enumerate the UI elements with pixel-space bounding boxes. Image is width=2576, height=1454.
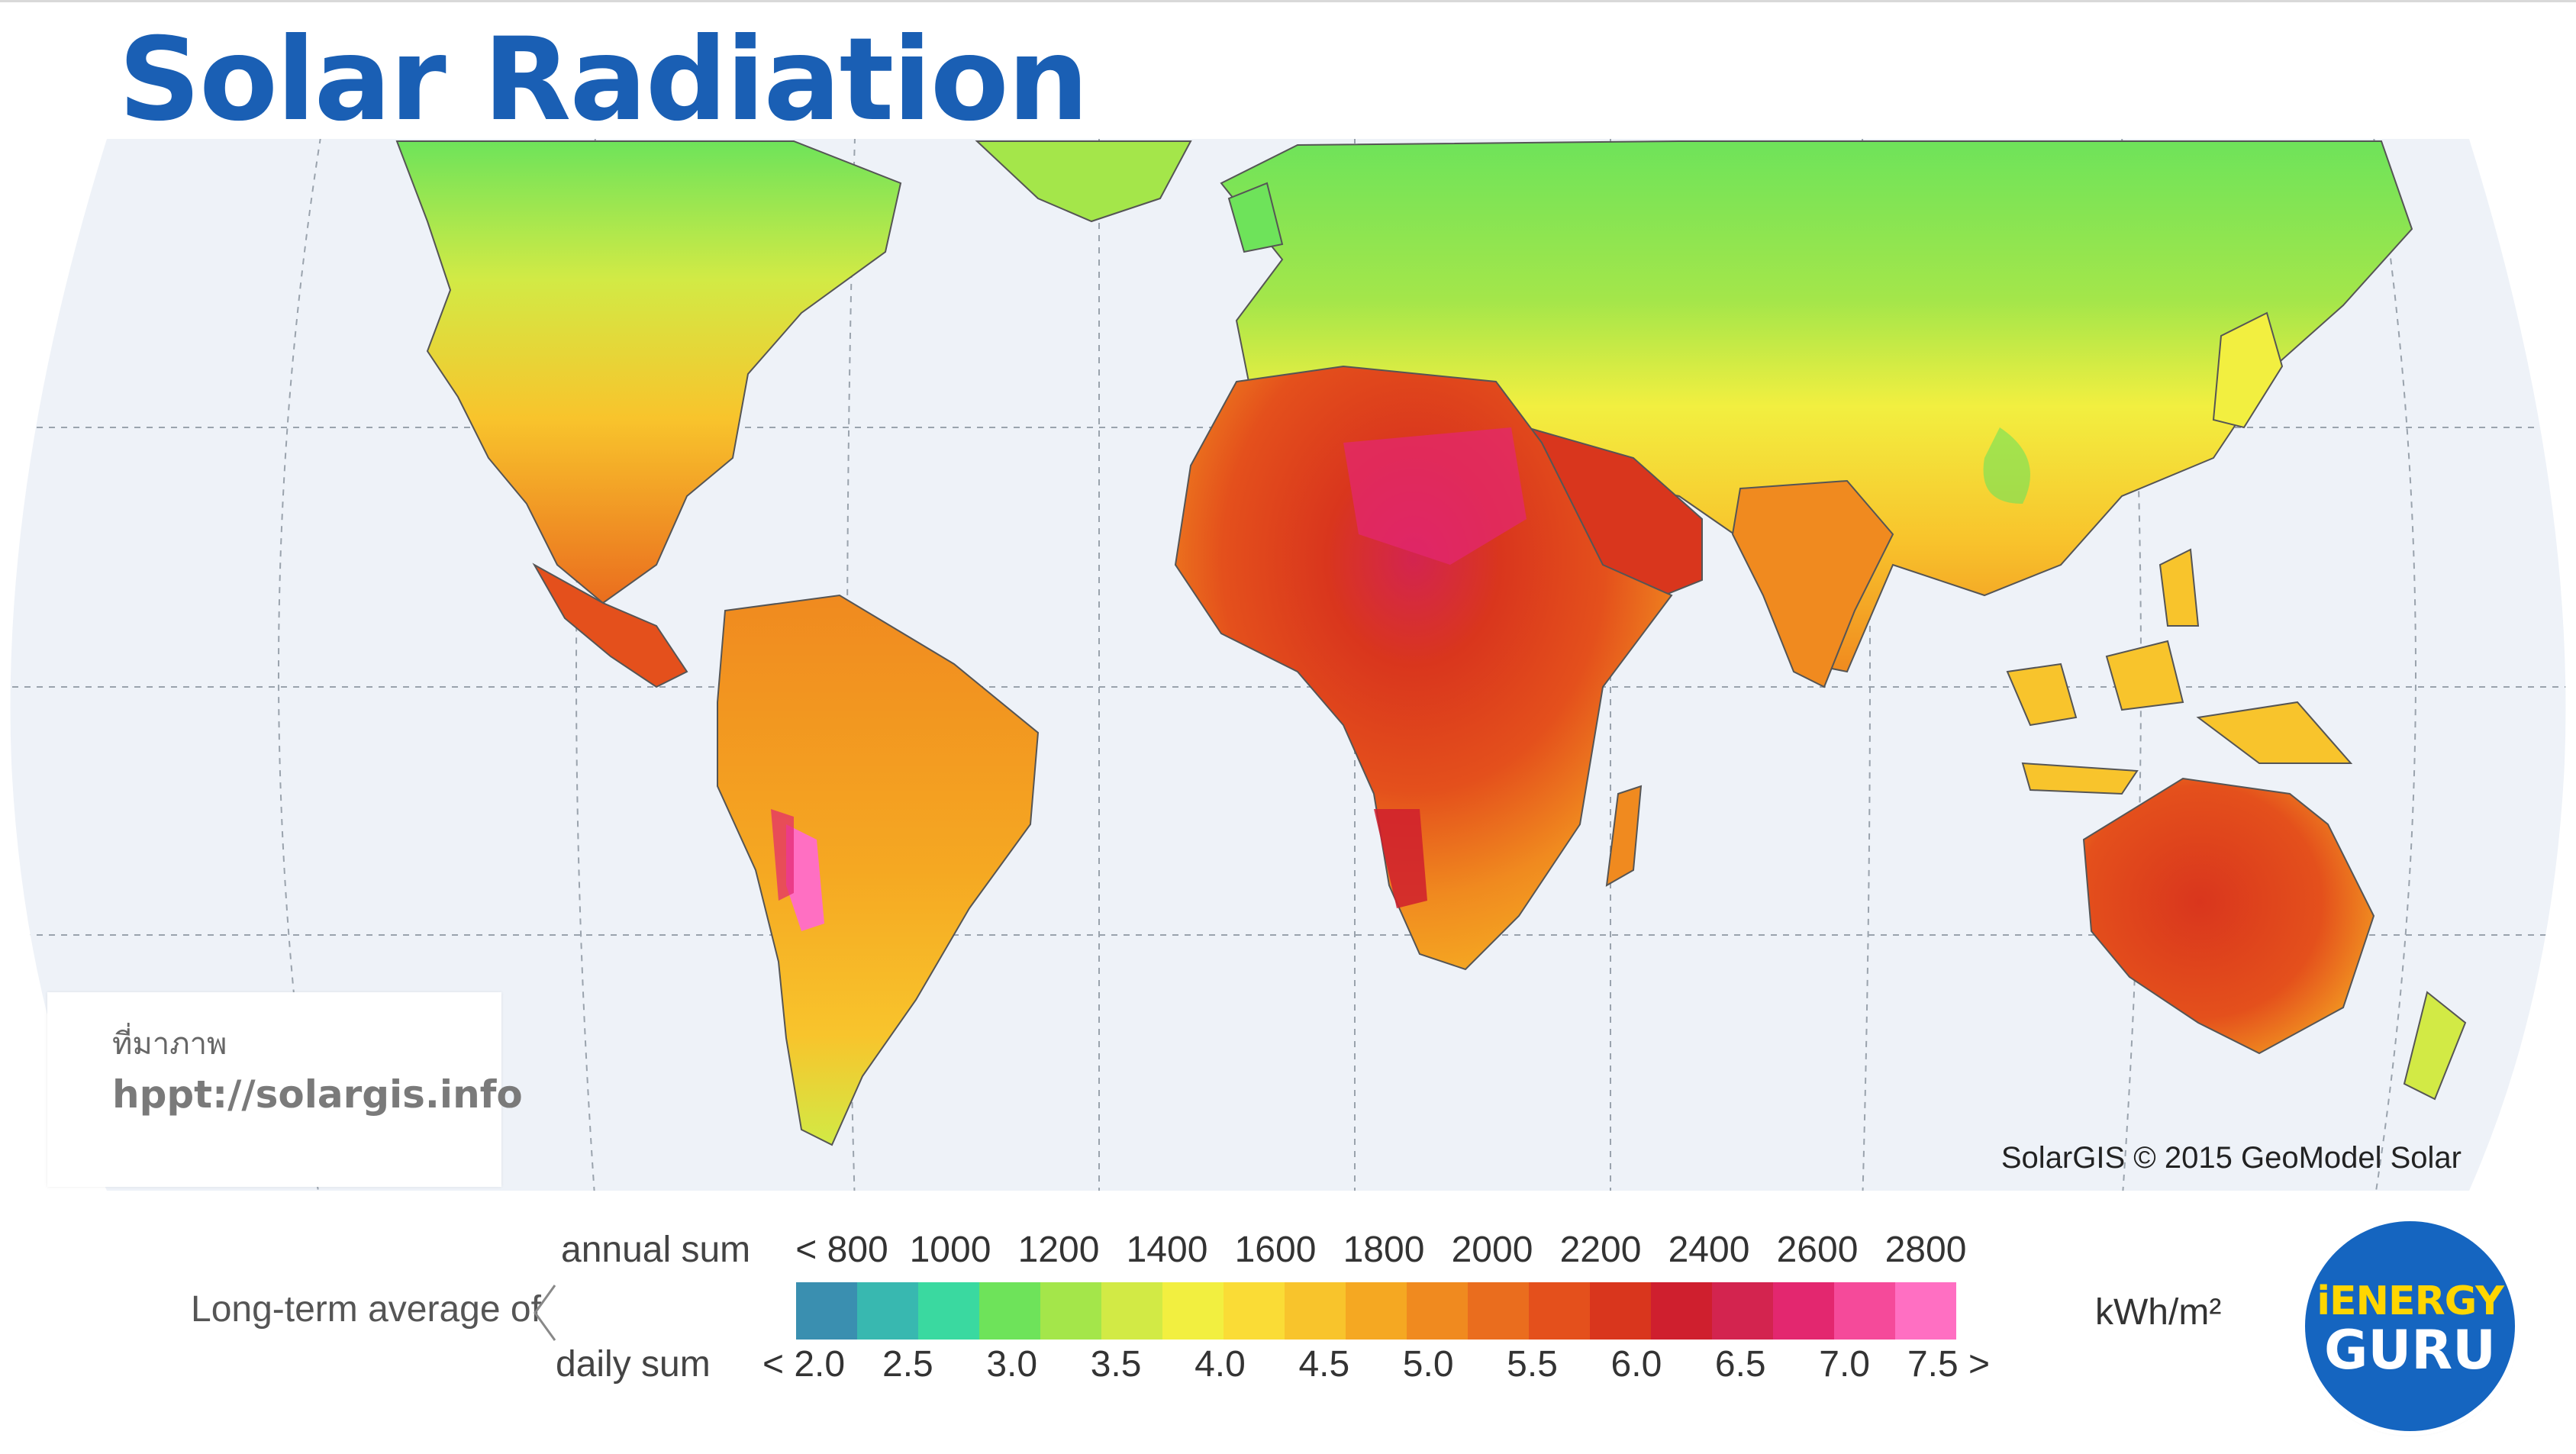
daily-sum-label: daily sum	[556, 1344, 711, 1385]
annual-tick-label: 1800	[1343, 1230, 1425, 1270]
color-swatch	[1651, 1282, 1712, 1340]
color-swatch	[1712, 1282, 1773, 1340]
daily-tick-label: 3.5	[1090, 1344, 1142, 1385]
top-rule	[0, 0, 2576, 2]
daily-tick-label: 4.5	[1298, 1344, 1350, 1385]
daily-tick-label: 6.0	[1610, 1344, 1662, 1385]
legend-caption: Long-term average of	[191, 1289, 541, 1330]
australia-region	[2082, 777, 2375, 1055]
annual-tick-label: 2600	[1776, 1230, 1859, 1270]
color-swatch	[1895, 1282, 1956, 1340]
color-swatch	[1224, 1282, 1285, 1340]
daily-tick-label: 4.0	[1195, 1344, 1246, 1385]
new-zealand-region	[2403, 991, 2467, 1101]
daily-tick-label: 6.5	[1714, 1344, 1766, 1385]
unit-label: kWh/m²	[2095, 1292, 2222, 1333]
color-swatch	[1529, 1282, 1590, 1340]
daily-tick-label: 5.5	[1507, 1344, 1558, 1385]
annual-tick-label: 1000	[909, 1230, 991, 1270]
color-legend: Long-term average of annual sum daily su…	[0, 1206, 2576, 1454]
daily-tick-label: 5.0	[1402, 1344, 1454, 1385]
ienergy-guru-logo: iENERGY GURU	[2305, 1221, 2515, 1431]
india-region	[1731, 479, 1894, 688]
annual-tick-label: 1400	[1126, 1230, 1208, 1270]
color-swatch	[979, 1282, 1040, 1340]
daily-tick-label: < 2.0	[762, 1344, 846, 1385]
annual-tick-label: 2800	[1884, 1230, 1967, 1270]
sahara-hotspot	[1343, 427, 1527, 565]
color-swatch	[1101, 1282, 1162, 1340]
color-swatch	[1834, 1282, 1895, 1340]
south-america-region	[717, 594, 1040, 1146]
logo-text-top: iENERGY	[2316, 1278, 2504, 1324]
annual-tick-label: < 800	[795, 1230, 888, 1270]
color-scale-bar	[796, 1282, 1956, 1340]
atacama-hotspot-outer	[771, 809, 794, 901]
daily-tick-label: 7.5 >	[1907, 1344, 1991, 1385]
color-swatch	[1407, 1282, 1468, 1340]
namibia-hotspot	[1374, 809, 1427, 908]
copyright-text: SolarGIS © 2015 GeoModel Solar	[2001, 1141, 2462, 1175]
annual-tick-label: 2000	[1451, 1230, 1533, 1270]
annual-tick-label: 2400	[1668, 1230, 1750, 1270]
legend-bracket-icon	[534, 1285, 556, 1341]
color-swatch	[1162, 1282, 1224, 1340]
daily-tick-label: 2.5	[882, 1344, 933, 1385]
daily-tick-label: 7.0	[1819, 1344, 1870, 1385]
annual-tick-label: 2200	[1559, 1230, 1642, 1270]
source-label: ที่มาภาพ	[112, 1027, 227, 1062]
africa-region	[1174, 365, 1673, 971]
color-swatch	[1590, 1282, 1651, 1340]
logo-text-bottom: GURU	[2323, 1319, 2497, 1381]
central-america-region	[532, 563, 688, 688]
color-swatch	[918, 1282, 979, 1340]
daily-tick-row: < 2.0 2.5 3.0 3.5 4.0 4.5 5.0 5.5 6.0 6.5 7.0 7.5 >	[0, 1343, 2576, 1389]
color-swatch	[1285, 1282, 1346, 1340]
uk-region	[1227, 182, 1284, 253]
atacama-hotspot	[786, 824, 824, 931]
annual-sum-label: annual sum	[561, 1230, 751, 1270]
japan-region	[2212, 311, 2284, 429]
image-source-box: ที่มาภาพ hppt://solargis.info	[47, 992, 523, 1187]
color-swatch	[857, 1282, 918, 1340]
color-swatch	[1773, 1282, 1834, 1340]
southeast-asia-islands	[2006, 548, 2353, 795]
color-swatch	[1468, 1282, 1529, 1340]
daily-tick-label: 3.0	[986, 1344, 1038, 1385]
annual-tick-label: 1600	[1234, 1230, 1317, 1270]
annual-tick-row: < 800 1000 1200 1400 1600 1800 2000 2200 2400 260…	[0, 1229, 2576, 1275]
color-swatch	[796, 1282, 857, 1340]
china-basin-region	[1983, 427, 2030, 504]
color-swatch	[1040, 1282, 1101, 1340]
page-title: Solar Radiation	[118, 14, 1089, 147]
greenland-region	[975, 140, 1192, 223]
north-america-region	[395, 140, 902, 604]
color-swatch	[1346, 1282, 1407, 1340]
annual-tick-label: 1200	[1017, 1230, 1100, 1270]
source-url: hppt://solargis.info	[112, 1072, 523, 1117]
madagascar-region	[1605, 785, 1643, 887]
